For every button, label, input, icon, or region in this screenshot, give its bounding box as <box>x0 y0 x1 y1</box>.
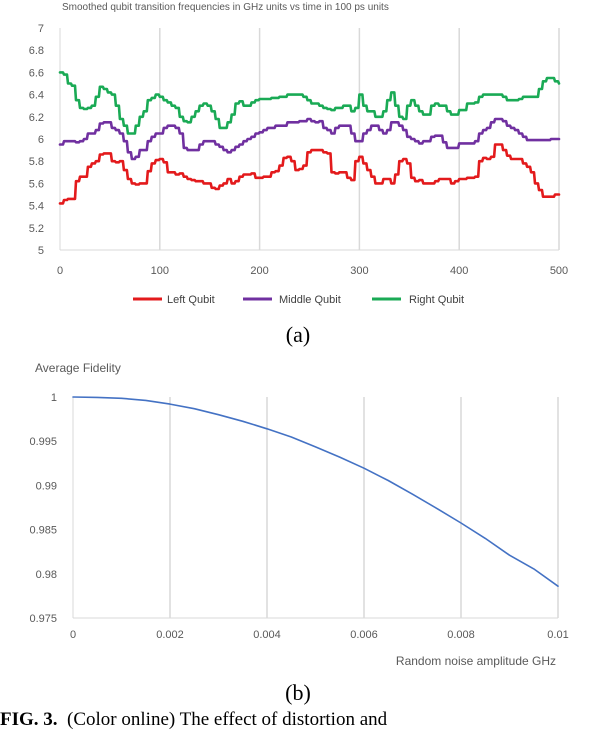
y-tick-label: 7 <box>38 23 44 35</box>
legend-entry-left-qubit: Left Qubit <box>133 294 215 306</box>
x-tick-label: 0 <box>57 265 63 277</box>
panel-label-a: (a) <box>286 322 310 347</box>
legend-entry-right-qubit: Right Qubit <box>372 294 464 306</box>
series-line-middle-qubit <box>58 117 561 161</box>
y-tick-label: 0.98 <box>36 569 57 581</box>
x-tick-label: 300 <box>350 265 368 277</box>
x-tick-label: 0 <box>70 629 76 641</box>
y-tick-label: 5.8 <box>29 156 44 168</box>
caption-label: FIG. 3. <box>0 709 58 730</box>
y-tick-label: 0.995 <box>29 436 57 448</box>
y-tick-label: 0.975 <box>29 613 57 625</box>
legend-label-right-qubit: Right Qubit <box>409 294 464 306</box>
y-tick-label: 6.4 <box>29 90 44 102</box>
chart-a-legend: Left Qubit Middle Qubit Right Qubit <box>133 294 464 306</box>
y-tick-label: 6.2 <box>29 112 44 124</box>
x-tick-label: 200 <box>250 265 268 277</box>
chart-b-axes <box>72 397 558 619</box>
y-tick-label: 5.4 <box>29 201 44 213</box>
x-tick-label: 500 <box>550 265 568 277</box>
y-tick-label: 1 <box>51 392 57 404</box>
y-tick-label: 0.99 <box>36 480 57 492</box>
legend-label-left-qubit: Left Qubit <box>167 294 215 306</box>
series-line-right-qubit <box>58 71 561 135</box>
y-tick-label: 6.6 <box>29 67 44 79</box>
chart-b-gridlines <box>169 397 559 618</box>
y-tick-label: 5.6 <box>29 178 44 190</box>
x-tick-label: 100 <box>151 265 169 277</box>
y-tick-label: 6 <box>38 134 44 146</box>
legend-entry-middle-qubit: Middle Qubit <box>243 294 341 306</box>
chart-a-title: Smoothed qubit transition frequencies in… <box>62 2 389 13</box>
x-tick-label: 0.004 <box>253 629 281 641</box>
chart-a-gridlines <box>159 28 560 250</box>
y-tick-label: 6.8 <box>29 45 44 57</box>
chart-b-x-tick-labels: 0 0.002 0.004 0.006 0.008 0.01 <box>70 629 569 641</box>
chart-b-x-axis-label: Random noise amplitude GHz <box>396 654 556 668</box>
chart-b-title: Average Fidelity <box>35 361 121 375</box>
series-line-fidelity <box>72 396 559 587</box>
y-tick-label: 5.2 <box>29 223 44 235</box>
y-tick-label: 0.985 <box>29 525 57 537</box>
chart-a-axes <box>59 28 559 251</box>
panel-label-b: (b) <box>285 680 311 705</box>
y-tick-label: 5 <box>38 245 44 257</box>
chart-a-y-tick-labels: 5 5.2 5.4 5.6 5.8 6 6.2 6.4 6.6 6.8 7 <box>29 23 44 257</box>
chart-b-series-lines <box>72 396 559 587</box>
x-tick-label: 0.008 <box>447 629 475 641</box>
x-tick-label: 0.006 <box>350 629 378 641</box>
chart-a: Smoothed qubit transition frequencies in… <box>29 2 568 306</box>
x-tick-label: 400 <box>450 265 468 277</box>
caption-text: (Color online) The effect of distortion … <box>67 709 388 730</box>
x-tick-label: 0.002 <box>156 629 184 641</box>
x-tick-label: 0.01 <box>547 629 568 641</box>
chart-a-series-lines <box>58 71 561 205</box>
series-line-left-qubit <box>58 143 561 205</box>
chart-a-x-tick-labels: 0 100 200 300 400 500 <box>57 265 568 277</box>
chart-b-y-tick-labels: 0.975 0.98 0.985 0.99 0.995 1 <box>29 392 57 625</box>
figure-caption: FIG. 3. (Color online) The effect of dis… <box>0 709 596 731</box>
chart-b: Average Fidelity 0.975 0.98 0.985 0.99 0.995… <box>29 361 568 668</box>
legend-label-middle-qubit: Middle Qubit <box>279 294 341 306</box>
